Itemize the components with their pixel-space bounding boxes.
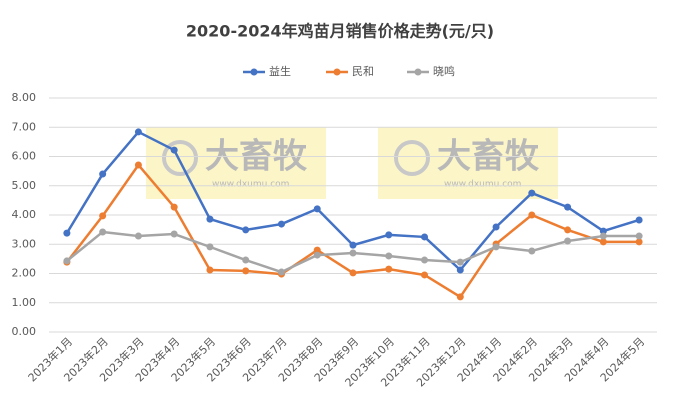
data-point [242,256,250,264]
data-point [421,233,429,241]
data-point [170,146,178,154]
data-point [277,220,285,228]
data-point [313,205,321,213]
data-point [206,266,214,274]
watermark-logo [162,140,198,176]
legend-label: 晓鸣 [433,64,455,78]
legend-label: 民和 [352,65,374,78]
data-point [242,226,250,234]
watermark-logo [394,140,430,176]
y-tick-label: 0.00 [12,325,37,338]
data-point [385,231,393,239]
watermark-box [146,127,326,199]
data-point [564,203,572,211]
data-point [349,249,357,257]
data-point [635,238,643,246]
data-point [599,232,607,240]
legend-marker [250,68,258,76]
y-tick-label: 4.00 [12,208,37,221]
data-point [421,256,429,264]
data-point [564,237,572,245]
data-point [99,212,107,220]
data-point [63,229,71,237]
data-point [421,271,429,279]
data-point [277,268,285,276]
legend-item: 民和 [326,65,374,78]
data-point [564,226,572,234]
y-tick-label: 6.00 [12,150,37,163]
data-point [385,252,393,260]
data-point [456,293,464,301]
data-point [63,257,71,265]
watermark-box [378,127,558,199]
legend-label: 益生 [269,64,291,78]
data-point [599,227,607,235]
y-tick-label: 3.00 [12,237,37,250]
data-point [349,241,357,249]
data-point [134,128,142,136]
data-point [313,251,321,259]
data-point [349,269,357,277]
watermark-url: www.dxumu.com [444,180,521,190]
legend-item: 晓鸣 [407,64,455,78]
legend-marker [333,68,341,76]
data-point [134,161,142,169]
data-point [492,243,500,251]
data-point [99,228,107,236]
y-tick-label: 2.00 [12,267,37,280]
data-point [528,211,536,219]
data-point [599,238,607,246]
y-tick-label: 1.00 [12,296,37,309]
watermark: 大畜牧 www.dxumu.com 大畜牧 www.dxumu.com [146,127,558,199]
data-point [99,170,107,178]
data-point [206,215,214,223]
data-point [206,243,214,251]
data-point [492,223,500,231]
data-point [134,232,142,240]
watermark-url: www.dxumu.com [212,180,289,190]
chart-title: 2020-2024年鸡苗月销售价格走势(元/只) [186,22,494,41]
data-point [456,266,464,274]
data-point [635,216,643,224]
legend-item: 益生 [243,64,291,78]
y-tick-label: 7.00 [12,120,37,133]
data-point [528,189,536,197]
data-point [170,230,178,238]
data-point [313,246,321,254]
data-point [242,267,250,275]
data-point [385,265,393,273]
y-tick-label: 8.00 [12,91,37,104]
data-point [528,247,536,255]
legend-marker [414,68,422,76]
data-point [170,203,178,211]
data-point [635,232,643,240]
data-point [456,258,464,266]
y-tick-label: 5.00 [12,179,37,192]
